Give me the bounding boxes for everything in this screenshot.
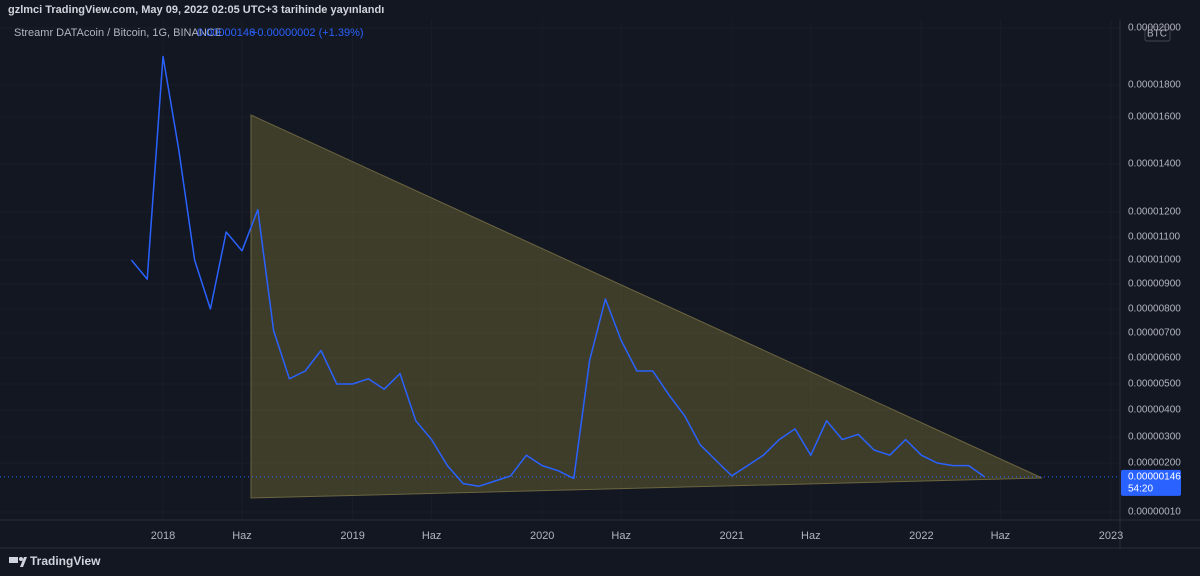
price-line	[130, 55, 986, 487]
y-tick-label: 0.00000600	[1128, 353, 1181, 364]
currency-badge[interactable]	[1144, 26, 1171, 42]
y-tick-label: 0.00001100	[1128, 232, 1181, 243]
last-price-box	[1121, 469, 1181, 496]
x-tick-label: Haz	[232, 530, 252, 542]
y-tick-label: 0.00002000	[1128, 23, 1181, 34]
plot	[0, 55, 1120, 487]
publisher: gzlmci TradingView.com, May 09, 2022 02:…	[8, 4, 384, 16]
x-tick-label: 2019	[340, 530, 364, 542]
y-tick-label: 0.00000800	[1128, 304, 1181, 315]
logo-part	[20, 557, 27, 567]
y-tick-label: 0.00000010	[1128, 507, 1181, 518]
y-tick-label: 0.00001800	[1128, 80, 1181, 91]
symbol: Streamr DATAcoin / Bitcoin, 1G, BINANCE	[14, 27, 222, 39]
currency[interactable]: BTC	[1147, 29, 1167, 40]
header-bar	[0, 0, 1200, 20]
last-price-label: 0.00000146	[1128, 472, 1181, 483]
legend-change: +0.00000002 (+1.39%)	[251, 27, 364, 39]
x-tick-label: Haz	[991, 530, 1011, 542]
tradingview-logo[interactable]	[9, 557, 27, 567]
x-tick-label: Haz	[422, 530, 442, 542]
y-tick-label: 0.00000700	[1128, 328, 1181, 339]
x-tick-label: Haz	[801, 530, 821, 542]
countdown: 54:20	[1128, 484, 1153, 495]
legend-price: 0.00000146	[197, 27, 255, 39]
x-tick-label: 2022	[909, 530, 933, 542]
y-tick-label: 0.00001600	[1128, 112, 1181, 123]
triangle-drawing	[250, 114, 1043, 499]
logo-part	[19, 557, 23, 561]
x-tick-label: 2020	[530, 530, 554, 542]
y-tick-label: 0.00000300	[1128, 432, 1181, 443]
x-tick-label: 2021	[720, 530, 744, 542]
y-tick-label: 0.00000400	[1128, 405, 1181, 416]
brand[interactable]: TradingView	[30, 554, 101, 568]
y-tick-label: 0.00000500	[1128, 379, 1181, 390]
y-tick-label: 0.00001200	[1128, 207, 1181, 218]
logo-part	[9, 557, 18, 563]
y-tick-label: 0.00000200	[1128, 458, 1181, 469]
x-tick-label: Haz	[611, 530, 631, 542]
y-tick-label: 0.00001400	[1128, 159, 1181, 170]
x-tick-label: 2023	[1099, 530, 1123, 542]
y-tick-label: 0.00000900	[1128, 279, 1181, 290]
y-tick-label: 0.00001000	[1128, 255, 1181, 266]
x-tick-label: 2018	[151, 530, 175, 542]
